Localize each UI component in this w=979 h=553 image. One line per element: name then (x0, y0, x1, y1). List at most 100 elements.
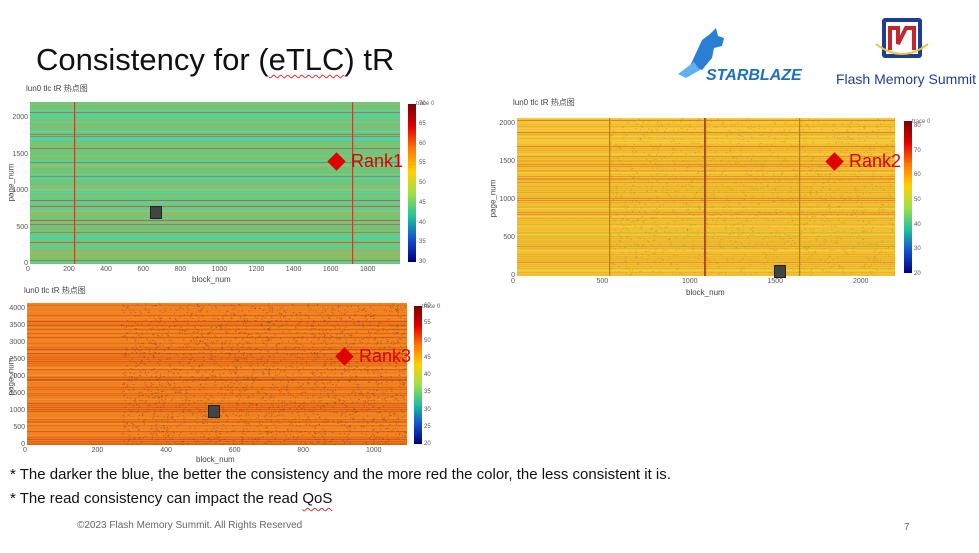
chart2-title: lun0 tlc tR 热点图 (513, 98, 575, 107)
starblaze-logo: STARBLAZE (678, 28, 803, 84)
diamond-icon (335, 347, 354, 366)
x-tick: 800 (297, 447, 310, 454)
x-tick: 0 (26, 266, 30, 273)
chart2-colorbar (904, 121, 912, 273)
x-tick: 200 (63, 266, 75, 273)
diamond-icon (825, 152, 844, 171)
chart2-heatmap (517, 118, 895, 276)
y-tick: 500 (13, 424, 25, 431)
x-tick: 1500 (767, 278, 784, 285)
chart1-marker (150, 206, 162, 219)
y-tick: 1000 (9, 407, 25, 414)
x-tick: 600 (228, 447, 241, 454)
chart2-xlabel: block_num (686, 288, 725, 297)
chart1-heatmap (30, 102, 400, 264)
colorbar-tick: 40 (419, 219, 426, 226)
colorbar-tick: 60 (424, 303, 431, 309)
colorbar-tick: 50 (914, 197, 921, 203)
y-tick: 2000 (12, 114, 28, 121)
y-tick: 0 (24, 260, 28, 267)
title-prefix: Consistency for ( (36, 42, 269, 77)
x-tick: 1600 (322, 266, 339, 273)
x-tick: 1400 (285, 266, 302, 273)
x-tick: 200 (91, 447, 104, 454)
footer-copyright: ©2023 Flash Memory Summit. All Rights Re… (77, 520, 303, 531)
page-number: 7 (904, 522, 910, 533)
chart3-trace: trace 0 (422, 304, 441, 310)
y-tick: 1500 (499, 158, 515, 165)
x-tick: 800 (174, 266, 187, 273)
y-tick: 3500 (9, 322, 25, 329)
y-tick: 2500 (9, 356, 25, 363)
diamond-icon (327, 152, 346, 171)
title-acronym: eTLC (268, 42, 345, 77)
colorbar-tick: 30 (424, 406, 431, 413)
colorbar-tick: 30 (914, 246, 921, 253)
chart2-ylabel: page_num (488, 179, 498, 218)
colorbar-tick: 80 (914, 123, 921, 129)
x-tick: 1200 (248, 266, 265, 273)
chart2-trace: trace 0 (912, 119, 931, 125)
fms-logo: Flash Memory Summit (836, 18, 976, 87)
colorbar-tick: 25 (424, 423, 431, 430)
y-tick: 2000 (9, 373, 25, 380)
x-tick: 1000 (366, 447, 382, 454)
colorbar-tick: 65 (419, 120, 426, 127)
colorbar-tick: 35 (419, 239, 426, 246)
colorbar-tick: 35 (424, 389, 431, 396)
title-suffix: ) tR (344, 42, 395, 77)
rank3-label: Rank3 (335, 346, 411, 367)
y-tick: 1000 (12, 187, 28, 194)
colorbar-tick: 20 (914, 271, 921, 277)
chart3-colorbar (414, 306, 422, 444)
colorbar-tick: 30 (419, 259, 426, 265)
y-tick: 4000 (9, 305, 25, 312)
note-consistency: * The darker the blue, the better the co… (10, 466, 671, 483)
colorbar-tick: 55 (424, 320, 431, 327)
y-tick: 3000 (9, 339, 25, 346)
y-tick: 500 (16, 223, 28, 231)
colorbar-tick: 50 (419, 180, 426, 186)
rank1-label: Rank1 (327, 151, 403, 172)
chart3-xlabel: block_num (196, 455, 235, 464)
colorbar-tick: 70 (914, 147, 921, 154)
colorbar-tick: 50 (424, 337, 431, 344)
chart1-xlabel: block_num (192, 275, 231, 284)
y-tick: 1500 (9, 390, 25, 397)
note-qos: * The read consistency can impact the re… (10, 490, 333, 507)
x-tick: 2000 (853, 278, 869, 285)
y-tick: 500 (503, 234, 515, 241)
chart3-heatmap (27, 303, 407, 445)
colorbar-tick: 60 (419, 140, 426, 147)
slide-title: Consistency for (eTLC) tR (36, 42, 394, 78)
chart1-colorbar (408, 104, 416, 262)
y-tick: 0 (21, 441, 25, 448)
chart1-ylabel: page_num (6, 163, 16, 202)
x-tick: 400 (100, 266, 112, 273)
rank2-label: Rank2 (825, 151, 901, 172)
x-tick: 1000 (682, 278, 698, 285)
x-tick: 1800 (360, 266, 376, 273)
colorbar-tick: 20 (424, 441, 431, 447)
chart2-marker (774, 265, 786, 278)
colorbar-tick: 40 (914, 221, 921, 228)
y-tick: 0 (511, 272, 515, 279)
horse-icon (690, 28, 724, 70)
colorbar-tick: 55 (419, 160, 426, 167)
x-tick: 0 (511, 278, 515, 285)
colorbar-tick: 45 (424, 354, 431, 361)
chart3-title: lun0 tlc tR 热点图 (24, 286, 86, 295)
x-tick: 0 (23, 447, 27, 454)
y-tick: 1500 (12, 150, 28, 158)
x-tick: 600 (137, 266, 150, 273)
y-tick: 1000 (499, 196, 515, 203)
chart3-marker (208, 405, 220, 418)
chart1-title: lun0 tlc tR 热点图 (26, 84, 88, 93)
colorbar-tick: 70 (419, 101, 426, 107)
colorbar-tick: 45 (419, 199, 426, 206)
starblaze-text: STARBLAZE (706, 67, 803, 84)
fms-text: Flash Memory Summit (836, 71, 976, 87)
x-tick: 400 (160, 447, 172, 454)
colorbar-tick: 60 (914, 172, 921, 179)
